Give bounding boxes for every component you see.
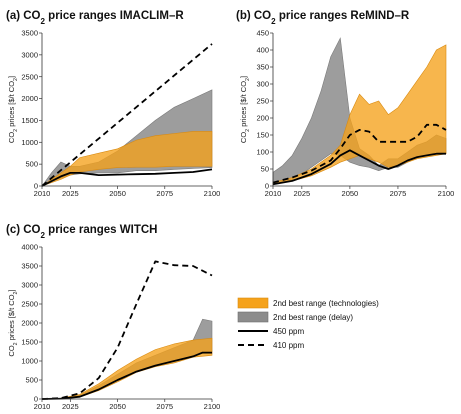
y-tick-label: 4000 <box>21 243 38 252</box>
x-tick-label: 2100 <box>204 189 221 198</box>
y-tick-label: 2000 <box>21 94 38 103</box>
legend-swatch <box>237 311 269 323</box>
legend-label: 2nd best range (technologies) <box>273 299 379 308</box>
y-tick-label: 450 <box>256 29 269 38</box>
y-axis-label: CO2 prices [$/t CO2] <box>239 76 251 143</box>
x-tick-label: 2075 <box>390 189 407 198</box>
line-450ppm <box>272 149 446 186</box>
y-tick-label: 50 <box>261 165 269 174</box>
y-tick-label: 3500 <box>21 262 38 271</box>
x-tick-label: 2100 <box>204 402 221 411</box>
panel-title: (b) CO2 price ranges ReMIND–R <box>236 10 410 26</box>
y-tick-label: 3500 <box>21 29 38 38</box>
y-tick-label: 400 <box>256 46 269 55</box>
panel-title: (c) CO2 price ranges WITCH <box>6 224 157 240</box>
x-tick-label: 2010 <box>265 189 282 198</box>
chart-panel-3: (c) CO2 price ranges WITCH CO2 prices [$/… <box>6 224 220 411</box>
x-tick-label: 2025 <box>62 402 79 411</box>
y-tick-label: 2500 <box>21 72 38 81</box>
y-tick-label: 3000 <box>21 281 38 290</box>
y-tick-label: 2000 <box>21 319 38 328</box>
y-tick-label: 1500 <box>21 338 38 347</box>
x-tick-label: 2100 <box>438 189 455 198</box>
y-axis-label: CO2 prices [$/t CO2] <box>7 289 19 356</box>
x-tick-label: 2025 <box>62 189 79 198</box>
legend: 2nd best range (technologies) 2nd best ra… <box>237 297 379 350</box>
y-tick-label: 0 <box>34 395 38 404</box>
x-tick-label: 2010 <box>34 402 51 411</box>
technologies-band <box>41 131 213 187</box>
x-tick-label: 2050 <box>109 402 126 411</box>
y-tick-label: 1500 <box>21 116 38 125</box>
x-tick-label: 2025 <box>293 189 310 198</box>
x-tick-label: 2050 <box>109 189 126 198</box>
x-tick-label: 2050 <box>342 189 359 198</box>
y-tick-label: 1000 <box>21 138 38 147</box>
y-tick-label: 100 <box>256 148 269 157</box>
y-tick-label: 200 <box>256 114 269 123</box>
line-410ppm <box>41 260 213 400</box>
y-tick-label: 500 <box>25 160 38 169</box>
y-tick-label: 2500 <box>21 300 38 309</box>
chart-panel-2: (b) CO2 price ranges ReMIND–R CO2 prices … <box>236 10 454 198</box>
line-450ppm <box>41 351 212 400</box>
x-tick-label: 2075 <box>156 402 173 411</box>
line-410ppm <box>272 123 447 184</box>
legend-label: 450 ppm <box>273 327 304 336</box>
y-tick-label: 300 <box>256 80 269 89</box>
technologies-band <box>41 337 213 400</box>
y-tick-label: 0 <box>265 182 269 191</box>
legend-swatch <box>237 297 269 309</box>
y-tick-label: 3000 <box>21 50 38 59</box>
legend-label: 410 ppm <box>273 341 304 350</box>
chart-panel-1: (a) CO2 price ranges IMACLIM–R CO2 prices… <box>6 10 220 198</box>
y-tick-label: 1000 <box>21 357 38 366</box>
y-tick-label: 500 <box>25 376 38 385</box>
y-tick-label: 250 <box>256 97 269 106</box>
y-tick-label: 350 <box>256 63 269 72</box>
y-tick-label: 0 <box>34 182 38 191</box>
y-tick-label: 150 <box>256 131 269 140</box>
legend-label: 2nd best range (delay) <box>273 313 353 322</box>
line-450ppm <box>41 168 213 187</box>
panel-title: (a) CO2 price ranges IMACLIM–R <box>6 10 184 26</box>
y-axis-label: CO2 prices [$/t CO2] <box>7 76 19 143</box>
x-tick-label: 2075 <box>156 189 173 198</box>
x-tick-label: 2010 <box>34 189 51 198</box>
line-410ppm <box>41 43 213 187</box>
